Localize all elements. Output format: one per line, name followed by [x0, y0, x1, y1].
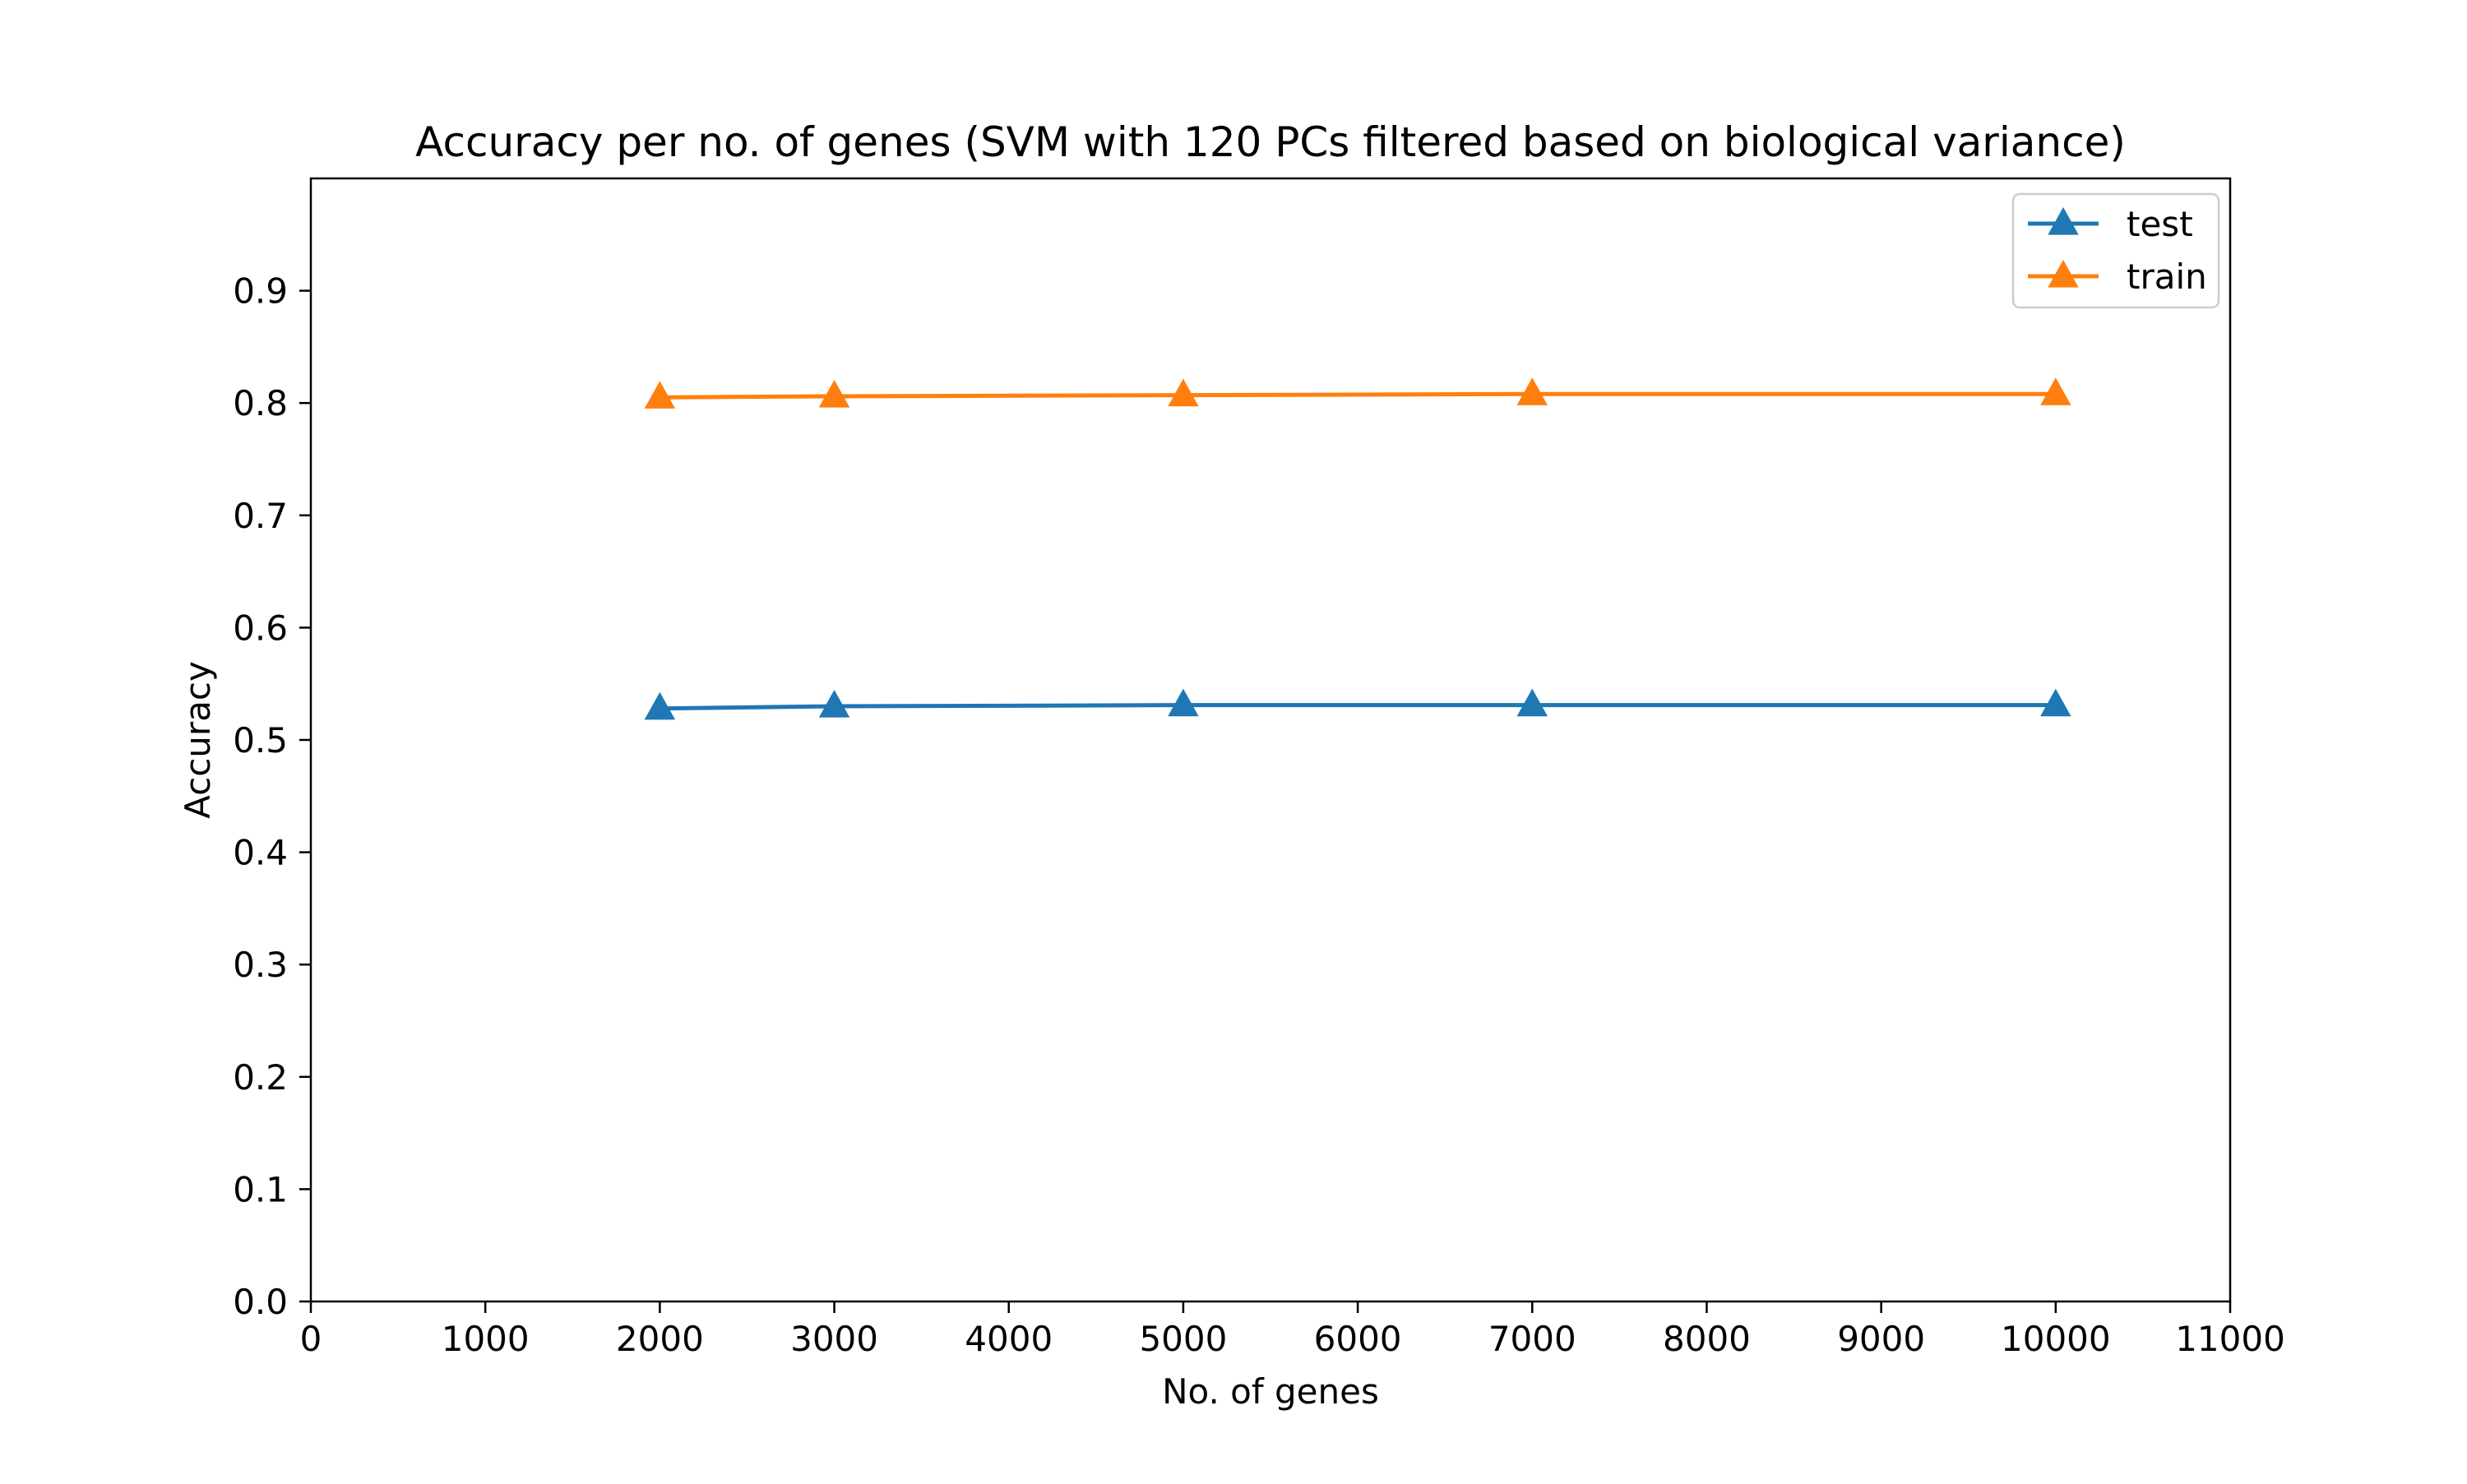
- x-tick-label: 8000: [1663, 1319, 1751, 1359]
- x-tick-label: 9000: [1837, 1319, 1925, 1359]
- series-line-test: [660, 703, 2056, 711]
- x-tick-label: 10000: [2001, 1319, 2111, 1359]
- legend: test train: [2011, 192, 2220, 309]
- y-tick-label: 0.5: [233, 720, 288, 760]
- series-layer: [644, 377, 2071, 720]
- x-tick-label: 1000: [442, 1319, 530, 1359]
- y-tick-label: 0.0: [233, 1282, 288, 1322]
- x-tick-label: 6000: [1314, 1319, 1402, 1359]
- y-tick-label: 0.4: [233, 833, 288, 873]
- data-point-train: [1516, 377, 1548, 405]
- x-tick-label: 11000: [2175, 1319, 2285, 1359]
- y-tick-label: 0.2: [233, 1057, 288, 1098]
- y-tick-label: 0.1: [233, 1169, 288, 1209]
- plot-frame: [309, 177, 2232, 1303]
- y-tick-label: 0.3: [233, 945, 288, 985]
- x-tick-label: 2000: [616, 1319, 704, 1359]
- y-axis: 0.0 0.1 0.2 0.3 0.4 0.5 0.6 0.7 0.8 0.9: [233, 271, 311, 1322]
- y-tick-label: 0.7: [233, 496, 288, 536]
- legend-label-test: test: [2127, 204, 2193, 244]
- data-point-test: [2040, 688, 2071, 717]
- data-point-train: [2040, 377, 2071, 405]
- data-point-test: [818, 689, 850, 718]
- chart-title: Accuracy per no. of genes (SVM with 120 …: [415, 118, 2126, 166]
- legend-marker-train: [2048, 259, 2079, 288]
- y-tick-label: 0.9: [233, 271, 288, 312]
- data-point-train: [818, 379, 850, 408]
- data-point-train: [1168, 378, 1199, 407]
- legend-label-train: train: [2127, 257, 2207, 297]
- data-point-train: [644, 381, 676, 409]
- x-axis: 0 1000 2000 3000 4000 5000 6000 7000 8000 9000 100…: [300, 1301, 2285, 1359]
- y-axis-label: Accuracy: [178, 661, 218, 819]
- x-tick-label: 5000: [1139, 1319, 1227, 1359]
- legend-marker-test: [2048, 206, 2079, 235]
- x-axis-label: No. of genes: [1162, 1371, 1379, 1412]
- data-point-test: [1168, 688, 1199, 717]
- x-tick-label: 7000: [1488, 1319, 1576, 1359]
- x-tick-label: 3000: [790, 1319, 878, 1359]
- y-tick-label: 0.8: [233, 383, 288, 423]
- y-tick-label: 0.6: [233, 608, 288, 648]
- x-tick-label: 4000: [965, 1319, 1053, 1359]
- series-line-train: [660, 391, 2056, 400]
- x-tick-label: 0: [300, 1319, 322, 1359]
- data-point-test: [1516, 688, 1548, 717]
- data-point-test: [644, 691, 676, 720]
